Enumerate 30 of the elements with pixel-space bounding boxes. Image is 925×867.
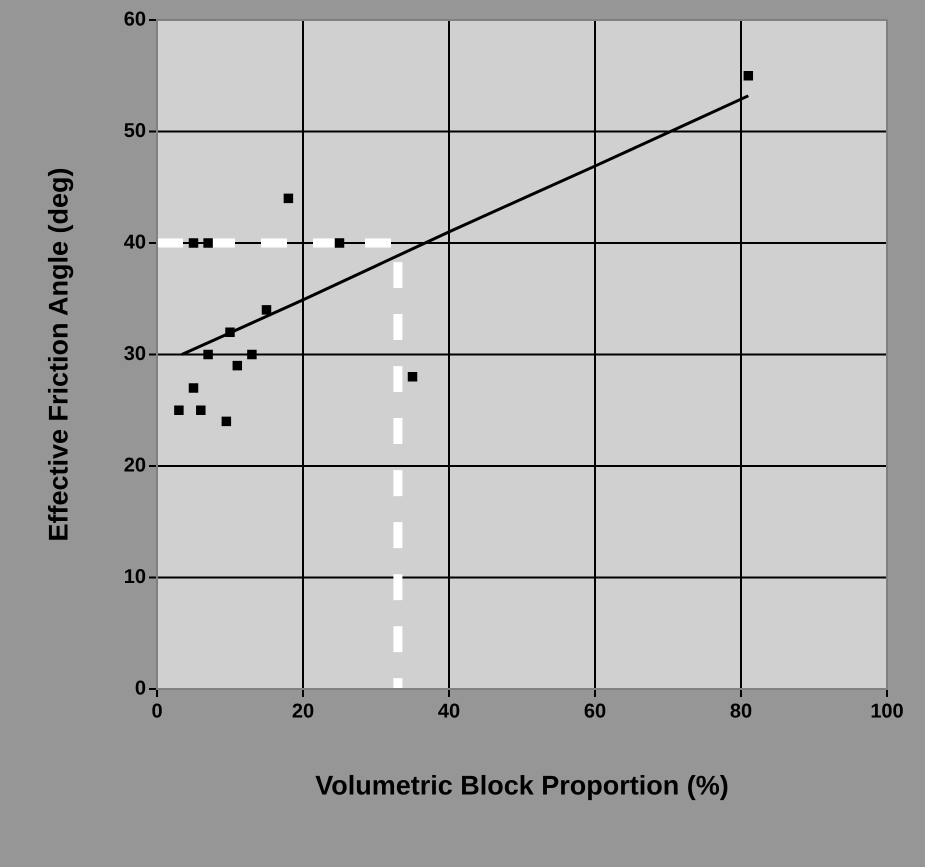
point (262, 305, 272, 315)
point (196, 406, 206, 415)
x-tick-label: 20 (292, 700, 314, 723)
point (188, 383, 198, 393)
x-tick-label: 100 (870, 700, 904, 723)
y-tick-label: 10 (124, 566, 146, 588)
point (174, 406, 184, 415)
point (744, 71, 754, 80)
x-tick-label: 0 (151, 700, 163, 723)
x-tick-label: 80 (730, 700, 752, 723)
x-tick-label: 60 (584, 700, 606, 723)
point (408, 372, 418, 382)
y-tick-label: 30 (124, 343, 146, 366)
point (203, 238, 213, 248)
point (284, 194, 294, 204)
y-tick-label: 50 (124, 120, 146, 142)
y-tick-label: 40 (124, 232, 146, 254)
point (334, 238, 344, 248)
y-axis-title: Effective Friction Angle (deg) (44, 167, 74, 542)
point (188, 238, 198, 248)
point (225, 327, 235, 337)
point (222, 416, 232, 426)
y-tick-label: 60 (124, 8, 146, 31)
point (203, 350, 213, 360)
x-axis-title: Volumetric Block Proportion (%) (315, 770, 729, 800)
point (247, 350, 257, 360)
x-tick-label: 40 (438, 700, 460, 723)
point (232, 360, 242, 370)
y-tick-label: 0 (134, 678, 146, 700)
y-tick-label: 20 (124, 454, 146, 477)
